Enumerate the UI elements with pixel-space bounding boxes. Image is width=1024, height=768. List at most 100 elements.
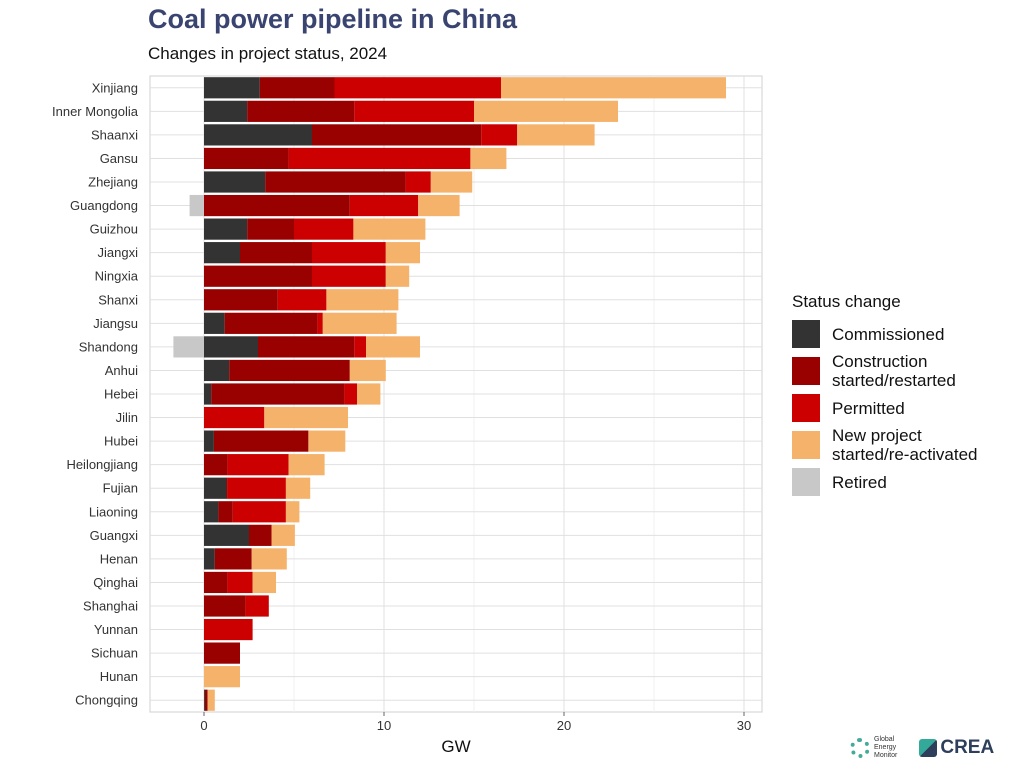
- y-tick-label: Shandong: [79, 339, 138, 354]
- y-tick-label: Sichuan: [91, 646, 138, 661]
- y-tick-label: Shanxi: [98, 292, 138, 307]
- bar-construction: [259, 77, 335, 99]
- bar-permitted: [277, 289, 327, 311]
- bar-new-project: [357, 383, 381, 405]
- bar-permitted: [204, 618, 253, 641]
- bar-construction: [247, 218, 294, 240]
- bar-new-project: [385, 265, 410, 287]
- logos: Global Energy Monitor CREA: [850, 736, 994, 760]
- x-axis-label: GW: [441, 737, 470, 756]
- bar-construction: [224, 312, 318, 334]
- legend-label: Construction started/restarted: [832, 352, 956, 390]
- bar-construction: [258, 336, 355, 358]
- y-tick-label: Guangxi: [90, 528, 139, 543]
- bar-new-project: [474, 100, 618, 122]
- bar-commissioned: [204, 689, 205, 711]
- legend-title: Status change: [792, 292, 901, 311]
- bar-permitted: [227, 477, 286, 499]
- bar-permitted: [245, 595, 269, 617]
- crea-logo-icon: [919, 739, 938, 757]
- crea-logo-text: CREA: [940, 737, 995, 758]
- y-tick-label: Shanghai: [83, 599, 138, 614]
- legend-label: Retired: [832, 472, 887, 492]
- bar-construction: [214, 548, 252, 570]
- bar-new-project: [204, 666, 240, 688]
- y-tick-label: Hebei: [104, 387, 138, 402]
- bar-new-project: [285, 501, 300, 523]
- bar-construction: [204, 595, 246, 617]
- legend-swatch: [792, 357, 820, 385]
- bar-commissioned: [204, 359, 230, 382]
- legend-swatch: [792, 320, 820, 348]
- y-tick-label: Xinjiang: [92, 80, 138, 95]
- legend-item: New project started/re-activated: [792, 426, 978, 464]
- bar-construction: [204, 642, 240, 664]
- bar-construction: [204, 289, 278, 311]
- chart-title: Coal power pipeline in China: [148, 4, 518, 34]
- bar-construction: [218, 501, 233, 523]
- y-tick-label: Guizhou: [90, 222, 138, 237]
- bar-new-project: [251, 548, 287, 570]
- legend-item: Permitted: [792, 394, 978, 422]
- bar-permitted: [344, 383, 357, 405]
- bar-commissioned: [204, 501, 219, 523]
- bar-permitted: [227, 454, 289, 476]
- bar-permitted: [294, 218, 354, 240]
- y-tick-label: Henan: [100, 551, 138, 566]
- bar-commissioned: [204, 242, 240, 264]
- bar-new-project: [326, 289, 399, 311]
- legend-item: Commissioned: [792, 320, 978, 348]
- y-tick-label: Zhejiang: [88, 175, 138, 190]
- bar-commissioned: [204, 430, 214, 452]
- bar-permitted: [312, 242, 386, 264]
- bar-new-project: [264, 406, 348, 429]
- gem-logo-icon: [850, 738, 870, 758]
- bar-new-project: [207, 689, 215, 711]
- bar-construction: [211, 383, 345, 405]
- bar-construction: [204, 454, 228, 476]
- bar-new-project: [385, 242, 420, 264]
- bar-new-project: [288, 454, 325, 476]
- bar-construction: [240, 242, 312, 264]
- bar-new-project: [252, 571, 276, 594]
- bar-construction: [204, 689, 208, 711]
- bar-new-project: [322, 312, 397, 334]
- legend-label: New project started/re-activated: [832, 426, 978, 464]
- y-tick-label: Fujian: [103, 481, 138, 496]
- bar-commissioned: [204, 312, 225, 334]
- y-tick-label: Jiangxi: [98, 245, 139, 260]
- y-tick-label: Hubei: [104, 434, 138, 449]
- y-tick-label: Ningxia: [95, 269, 139, 284]
- bar-new-project: [501, 77, 726, 99]
- bar-new-project: [308, 430, 346, 452]
- bar-construction: [229, 359, 350, 382]
- crea-logo: CREA: [919, 737, 994, 759]
- y-tick-label: Qinghai: [93, 575, 138, 590]
- x-tick-label: 20: [557, 718, 571, 733]
- bar-new-project: [285, 477, 311, 499]
- y-tick-label: Jilin: [116, 410, 138, 425]
- y-tick-label: Liaoning: [89, 504, 138, 519]
- bar-commissioned: [204, 171, 266, 193]
- bar-new-project: [271, 524, 295, 546]
- bar-permitted: [204, 406, 265, 429]
- y-tick-label: Inner Mongolia: [52, 104, 139, 119]
- x-tick-label: 10: [377, 718, 391, 733]
- bar-permitted: [354, 336, 366, 358]
- y-tick-label: Anhui: [105, 363, 138, 378]
- bar-commissioned: [204, 336, 258, 358]
- bar-commissioned: [204, 124, 312, 146]
- bar-construction: [312, 124, 482, 146]
- bar-new-project: [349, 359, 386, 382]
- bar-construction: [204, 265, 312, 287]
- legend-swatch: [792, 431, 820, 459]
- bar-construction: [204, 571, 228, 594]
- bar-new-project: [517, 124, 595, 146]
- y-tick-label: Guangdong: [70, 198, 138, 213]
- bar-permitted: [354, 100, 474, 122]
- gem-logo-text: Global Energy Monitor: [874, 736, 898, 759]
- gem-logo: Global Energy Monitor: [850, 736, 897, 760]
- y-tick-label: Shaanxi: [91, 127, 138, 142]
